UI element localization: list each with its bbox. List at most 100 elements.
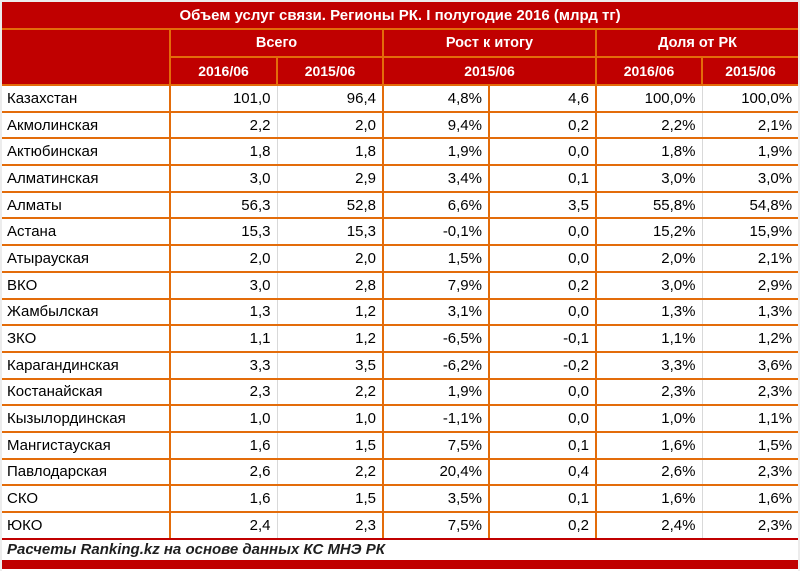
share-2015-cell: 1,6% xyxy=(702,484,798,513)
communication-services-table: Объем услуг связи. Регионы РК. I полугод… xyxy=(2,2,798,562)
table-row: ЗКО 1,1 1,2 -6,5% -0,1 1,1% 1,2% xyxy=(2,324,798,353)
share-2015-cell: 2,1% xyxy=(702,110,798,140)
table-row: Актюбинская 1,8 1,8 1,9% 0,0 1,8% 1,9% xyxy=(2,137,798,167)
growth-absolute-cell: 0,2 xyxy=(489,110,597,140)
total-2015-cell: 2,0 xyxy=(277,244,384,273)
total-2015-cell: 2,2 xyxy=(277,457,384,487)
table-row: Жамбылская 1,3 1,2 3,1% 0,0 1,3% 1,3% xyxy=(2,297,798,327)
table-row: Казахстан 101,0 96,4 4,8% 4,6 100,0% 100… xyxy=(2,84,798,113)
sub-header-total-2016: 2016/06 xyxy=(169,56,278,86)
total-2015-cell: 2,9 xyxy=(277,164,384,193)
share-2015-cell: 2,3% xyxy=(702,377,798,407)
total-2015-cell: 2,0 xyxy=(277,110,384,140)
growth-absolute-cell: 0,0 xyxy=(489,137,597,167)
growth-absolute-cell: 4,6 xyxy=(489,84,597,113)
share-2016-cell: 1,0% xyxy=(596,404,703,433)
share-2015-cell: 2,3% xyxy=(702,511,798,540)
share-2015-cell: 1,2% xyxy=(702,324,798,353)
total-2016-cell: 1,0 xyxy=(170,404,278,433)
bottom-accent-bar xyxy=(2,561,798,569)
growth-absolute-cell: 0,0 xyxy=(489,404,597,433)
growth-absolute-cell: 0,2 xyxy=(489,270,597,300)
region-cell: ЗКО xyxy=(2,324,171,353)
table-row: Кызылординская 1,0 1,0 -1,1% 0,0 1,0% 1,… xyxy=(2,404,798,433)
share-2015-cell: 54,8% xyxy=(702,190,798,220)
share-2016-cell: 3,0% xyxy=(596,270,703,300)
growth-absolute-cell: 0,0 xyxy=(489,244,597,273)
total-2016-cell: 1,3 xyxy=(170,297,278,327)
table-row: ВКО 3,0 2,8 7,9% 0,2 3,0% 2,9% xyxy=(2,270,798,300)
share-2015-cell: 1,5% xyxy=(702,430,798,460)
total-2016-cell: 2,0 xyxy=(170,244,278,273)
growth-percent-cell: 1,9% xyxy=(383,137,490,167)
share-2016-cell: 55,8% xyxy=(596,190,703,220)
share-2016-cell: 1,8% xyxy=(596,137,703,167)
growth-absolute-cell: -0,1 xyxy=(489,324,597,353)
share-2016-cell: 2,4% xyxy=(596,511,703,540)
growth-percent-cell: -6,5% xyxy=(383,324,490,353)
total-2016-cell: 2,6 xyxy=(170,457,278,487)
sub-header-share-2016: 2016/06 xyxy=(595,56,703,86)
total-2015-cell: 1,5 xyxy=(277,430,384,460)
region-cell: СКО xyxy=(2,484,171,513)
share-2016-cell: 2,3% xyxy=(596,377,703,407)
growth-absolute-cell: 3,5 xyxy=(489,190,597,220)
region-cell: Костанайская xyxy=(2,377,171,407)
footer-row: Расчеты Ranking.kz на основе данных КС М… xyxy=(2,538,798,562)
group-header-row: Всего Рост к итогу Доля от РК xyxy=(2,28,798,86)
total-2016-cell: 2,4 xyxy=(170,511,278,540)
region-cell: Павлодарская xyxy=(2,457,171,487)
total-2015-cell: 1,0 xyxy=(277,404,384,433)
region-cell: Атырауская xyxy=(2,244,171,273)
table-row: Алматинская 3,0 2,9 3,4% 0,1 3,0% 3,0% xyxy=(2,164,798,193)
total-2016-cell: 56,3 xyxy=(170,190,278,220)
share-2016-cell: 3,3% xyxy=(596,350,703,380)
table-title: Объем услуг связи. Регионы РК. I полугод… xyxy=(2,2,798,30)
source-note: Расчеты Ranking.kz на основе данных КС М… xyxy=(2,538,798,562)
share-2016-cell: 2,0% xyxy=(596,244,703,273)
growth-percent-cell: 9,4% xyxy=(383,110,490,140)
growth-percent-cell: 6,6% xyxy=(383,190,490,220)
share-2015-cell: 100,0% xyxy=(702,84,798,113)
total-2015-cell: 1,2 xyxy=(277,324,384,353)
total-2015-cell: 2,8 xyxy=(277,270,384,300)
share-2016-cell: 2,6% xyxy=(596,457,703,487)
growth-absolute-cell: 0,2 xyxy=(489,511,597,540)
table-row: ЮКО 2,4 2,3 7,5% 0,2 2,4% 2,3% xyxy=(2,511,798,540)
total-2016-cell: 3,0 xyxy=(170,164,278,193)
total-2016-cell: 2,3 xyxy=(170,377,278,407)
total-2015-cell: 1,2 xyxy=(277,297,384,327)
corner-cell xyxy=(2,28,171,86)
growth-absolute-cell: 0,0 xyxy=(489,297,597,327)
total-2015-cell: 2,3 xyxy=(277,511,384,540)
region-cell: Кызылординская xyxy=(2,404,171,433)
total-2016-cell: 1,6 xyxy=(170,484,278,513)
growth-absolute-cell: 0,4 xyxy=(489,457,597,487)
share-2015-cell: 1,3% xyxy=(702,297,798,327)
table-row: Карагандинская 3,3 3,5 -6,2% -0,2 3,3% 3… xyxy=(2,350,798,380)
total-2016-cell: 3,0 xyxy=(170,270,278,300)
share-2015-cell: 1,1% xyxy=(702,404,798,433)
growth-percent-cell: 7,5% xyxy=(383,430,490,460)
region-cell: Карагандинская xyxy=(2,350,171,380)
share-2015-cell: 2,3% xyxy=(702,457,798,487)
growth-absolute-cell: 0,1 xyxy=(489,484,597,513)
region-cell: Алматы xyxy=(2,190,171,220)
total-2015-cell: 96,4 xyxy=(277,84,384,113)
share-2016-cell: 1,1% xyxy=(596,324,703,353)
group-header-growth: Рост к итогу xyxy=(382,28,597,58)
growth-percent-cell: 7,9% xyxy=(383,270,490,300)
growth-percent-cell: -6,2% xyxy=(383,350,490,380)
share-2015-cell: 3,6% xyxy=(702,350,798,380)
growth-percent-cell: 1,9% xyxy=(383,377,490,407)
region-cell: Жамбылская xyxy=(2,297,171,327)
group-header-share: Доля от РК xyxy=(594,28,798,58)
share-2016-cell: 1,3% xyxy=(596,297,703,327)
growth-absolute-cell: 0,0 xyxy=(489,217,597,247)
total-2016-cell: 101,0 xyxy=(170,84,278,113)
share-2015-cell: 1,9% xyxy=(702,137,798,167)
total-2015-cell: 15,3 xyxy=(277,217,384,247)
group-header-total: Всего xyxy=(169,28,384,58)
total-2015-cell: 1,5 xyxy=(277,484,384,513)
